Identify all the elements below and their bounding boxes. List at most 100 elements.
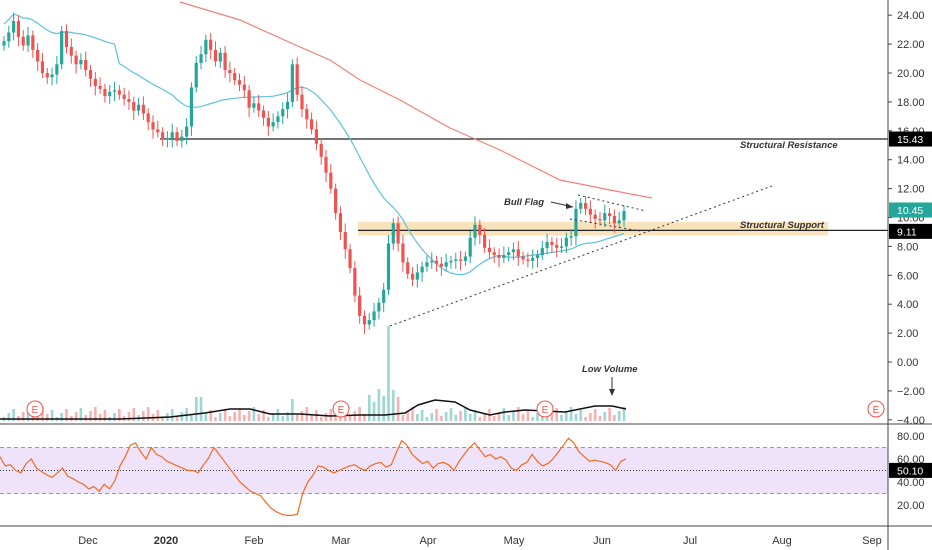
volume-bar (603, 412, 607, 421)
candle-body (60, 31, 64, 65)
volume-bar (401, 415, 405, 421)
earnings-marker[interactable]: E (332, 400, 350, 418)
candle-body (425, 262, 429, 267)
volume-bar (286, 412, 289, 421)
volume-bar (512, 411, 515, 421)
price-axis: 24.0022.0020.0018.0016.0014.0012.0010.00… (888, 10, 925, 427)
earnings-marker[interactable]: E (26, 400, 44, 418)
candle-body (151, 122, 155, 130)
candle-body (362, 315, 367, 325)
svg-text:50.10: 50.10 (897, 465, 923, 477)
volume-bar (180, 412, 184, 421)
candle-body (12, 20, 16, 33)
candle-body (93, 78, 97, 87)
volume-bar (416, 414, 419, 421)
volume-bar (430, 413, 434, 421)
price-tick-label: 20.00 (897, 68, 925, 80)
earnings-marker[interactable]: E (867, 400, 885, 418)
volume-bar (319, 417, 323, 421)
candle-body (233, 73, 237, 81)
candle-body (564, 237, 568, 247)
candle-body (36, 49, 40, 62)
volume-bar (60, 413, 63, 421)
volume-bar (363, 414, 366, 421)
price-tick-label: 12.00 (897, 184, 925, 196)
volume-bar (89, 411, 92, 421)
volume-bar (7, 413, 11, 421)
svg-text:9.11: 9.11 (897, 226, 917, 238)
rsi-tick-label: 40.00 (897, 477, 925, 489)
candle-body (79, 59, 83, 65)
volume-bar (334, 416, 337, 421)
candle-body (290, 64, 294, 102)
volume-bar (454, 415, 458, 421)
candle-body (540, 247, 544, 256)
volume-bar (574, 414, 578, 421)
volume-bar (411, 407, 414, 421)
volume-bar (65, 409, 68, 421)
candle-body (228, 70, 232, 73)
volume-bar (190, 415, 193, 421)
volume-bar (440, 416, 443, 421)
price-tick-label: 18.00 (897, 97, 925, 109)
volume-bar (127, 412, 131, 421)
volume-bar (382, 396, 385, 421)
last-price-tag: 10.45 (889, 202, 932, 218)
volume-bar (622, 407, 626, 421)
volume-bar (209, 410, 212, 421)
candle-body (223, 52, 227, 71)
price-tick-label: 14.00 (897, 155, 925, 167)
candle-body (165, 138, 170, 140)
volume-bar (199, 397, 203, 421)
volume-bar (161, 417, 164, 421)
volume-bar (146, 407, 150, 421)
volume-bar (281, 416, 285, 421)
volume-bar (449, 408, 453, 421)
volume-bar (74, 412, 78, 421)
candle-body (579, 203, 583, 209)
candle-body (69, 46, 73, 56)
volume-bar (531, 417, 534, 421)
volume-bar (348, 415, 352, 421)
candle-body (189, 87, 194, 127)
time-tick-label: Mar (332, 535, 351, 547)
candle-body (295, 64, 299, 95)
candle-body (40, 61, 45, 73)
candle-body (343, 231, 347, 250)
svg-text:E: E (542, 405, 549, 416)
earnings-marker[interactable]: E (536, 400, 554, 418)
volume-bar (444, 412, 448, 421)
volume-bar (569, 407, 573, 421)
volume-bars (2, 326, 626, 421)
time-tick-label: Dec (78, 535, 98, 547)
volume-bar (257, 414, 261, 421)
svg-text:15.43: 15.43 (897, 134, 923, 146)
candle-body (458, 259, 463, 261)
candle-body (502, 255, 506, 258)
volume-bar (367, 395, 371, 421)
price-tick-label: 22.00 (897, 39, 925, 51)
candle-body (261, 110, 266, 118)
candle-body (588, 208, 592, 215)
candle-body (276, 116, 280, 123)
volume-bar (425, 417, 429, 421)
volume-bar (396, 397, 400, 421)
volume-bar (21, 412, 25, 421)
volume-bar (84, 415, 88, 421)
annotation-bull-flag: Bull Flag (504, 197, 544, 208)
candle-body (242, 84, 246, 91)
slow-moving-average-line (179, 1, 653, 199)
candle-body (305, 109, 309, 120)
candle-body (247, 90, 251, 108)
volume-bar (560, 415, 563, 421)
support-price-tag: 9.11 (889, 223, 932, 239)
candle-body (338, 213, 343, 232)
candle-body (521, 256, 525, 260)
volume-bar (223, 409, 227, 421)
volume-bar (50, 410, 54, 421)
volume-bar (267, 417, 270, 421)
candle-body (334, 188, 338, 214)
candle-body (55, 64, 59, 75)
volume-bar (26, 408, 30, 421)
volume-bar (536, 413, 539, 421)
